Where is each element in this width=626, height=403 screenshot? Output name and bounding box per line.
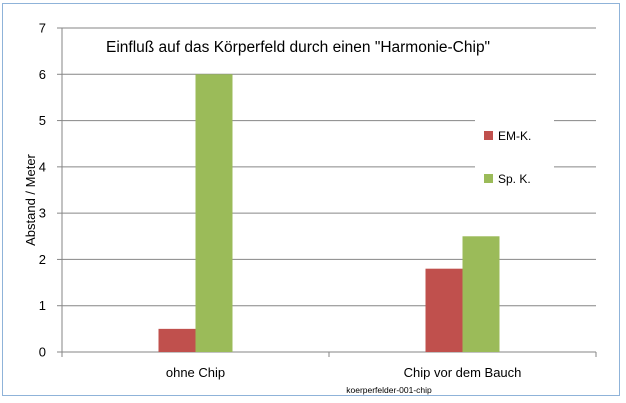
legend-label: Sp. K. <box>498 172 531 186</box>
y-tick-label: 2 <box>39 252 46 267</box>
y-tick-label: 6 <box>39 67 46 82</box>
y-tick-label: 4 <box>39 159 46 174</box>
y-tick-label: 5 <box>39 113 46 128</box>
bars <box>158 74 500 353</box>
x-category-label: Chip vor dem Bauch <box>404 365 522 380</box>
category-labels: ohne Chip Chip vor dem Bauch <box>166 365 522 380</box>
chart-frame <box>2 3 620 396</box>
chart-title: Einfluß auf das Körperfeld durch einen "… <box>106 39 490 56</box>
x-category-label: ohne Chip <box>166 365 225 380</box>
image-caption: koerperfelder-001-chip <box>346 385 432 395</box>
y-axis-title: Abstand / Meter <box>23 153 38 245</box>
legend-swatch <box>484 131 493 140</box>
y-tick-label: 0 <box>39 345 46 360</box>
legend-label: EM-K. <box>498 129 531 143</box>
legend-box <box>475 117 554 197</box>
y-tick-labels: 0 1 2 3 4 5 6 7 <box>39 21 46 360</box>
y-tick-label: 7 <box>39 21 46 36</box>
bar-emk-1 <box>425 268 463 352</box>
y-tick-label: 1 <box>39 298 46 313</box>
bar-emk-0 <box>158 328 196 352</box>
legend: EM-K. Sp. K. <box>475 117 554 197</box>
bar-spk-1 <box>462 236 500 352</box>
y-tick-label: 3 <box>39 206 46 221</box>
legend-swatch <box>484 174 493 183</box>
bar-spk-0 <box>195 74 233 353</box>
